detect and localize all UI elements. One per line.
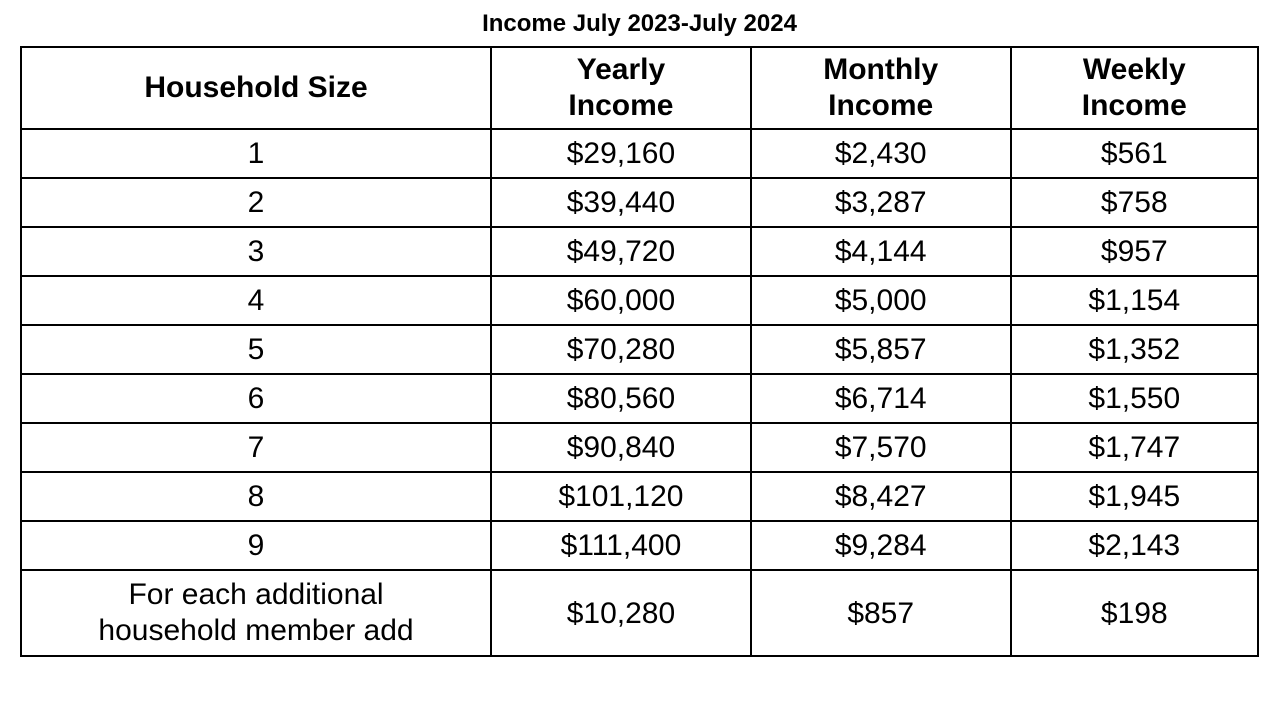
cell-weekly: $198 [1011,570,1258,656]
cell-weekly: $758 [1011,178,1258,227]
col-header-yearly: YearlyIncome [491,47,751,129]
cell-yearly: $39,440 [491,178,751,227]
cell-monthly: $4,144 [751,227,1011,276]
cell-monthly: $5,857 [751,325,1011,374]
cell-yearly: $70,280 [491,325,751,374]
cell-household: 8 [21,472,491,521]
table-row: 2 $39,440 $3,287 $758 [21,178,1258,227]
cell-yearly: $49,720 [491,227,751,276]
table-row: For each additionalhousehold member add … [21,570,1258,656]
cell-weekly: $957 [1011,227,1258,276]
income-table: Household Size YearlyIncome MonthlyIncom… [20,46,1259,657]
cell-yearly: $80,560 [491,374,751,423]
table-row: 8 $101,120 $8,427 $1,945 [21,472,1258,521]
cell-household: 4 [21,276,491,325]
cell-weekly: $1,352 [1011,325,1258,374]
cell-monthly: $2,430 [751,129,1011,178]
table-row: 3 $49,720 $4,144 $957 [21,227,1258,276]
cell-household: 9 [21,521,491,570]
cell-monthly: $5,000 [751,276,1011,325]
cell-weekly: $561 [1011,129,1258,178]
cell-household: 3 [21,227,491,276]
cell-yearly: $101,120 [491,472,751,521]
table-row: 9 $111,400 $9,284 $2,143 [21,521,1258,570]
cell-monthly: $857 [751,570,1011,656]
cell-weekly: $1,945 [1011,472,1258,521]
cell-household: For each additionalhousehold member add [21,570,491,656]
table-row: 4 $60,000 $5,000 $1,154 [21,276,1258,325]
cell-yearly: $111,400 [491,521,751,570]
table-row: 5 $70,280 $5,857 $1,352 [21,325,1258,374]
cell-household: 1 [21,129,491,178]
cell-weekly: $1,747 [1011,423,1258,472]
cell-monthly: $9,284 [751,521,1011,570]
cell-household: 2 [21,178,491,227]
cell-yearly: $90,840 [491,423,751,472]
cell-household: 7 [21,423,491,472]
table-row: 6 $80,560 $6,714 $1,550 [21,374,1258,423]
cell-monthly: $6,714 [751,374,1011,423]
cell-weekly: $1,550 [1011,374,1258,423]
cell-weekly: $1,154 [1011,276,1258,325]
table-header-row: Household Size YearlyIncome MonthlyIncom… [21,47,1258,129]
cell-monthly: $3,287 [751,178,1011,227]
cell-yearly: $10,280 [491,570,751,656]
col-header-monthly: MonthlyIncome [751,47,1011,129]
table-row: 7 $90,840 $7,570 $1,747 [21,423,1258,472]
cell-yearly: $60,000 [491,276,751,325]
page-title: Income July 2023-July 2024 [20,10,1259,38]
col-header-household: Household Size [21,47,491,129]
table-row: 1 $29,160 $2,430 $561 [21,129,1258,178]
col-header-weekly: WeeklyIncome [1011,47,1258,129]
cell-weekly: $2,143 [1011,521,1258,570]
cell-household: 5 [21,325,491,374]
cell-monthly: $8,427 [751,472,1011,521]
table-container: Income July 2023-July 2024 Household Siz… [0,0,1279,667]
cell-household: 6 [21,374,491,423]
cell-monthly: $7,570 [751,423,1011,472]
cell-yearly: $29,160 [491,129,751,178]
